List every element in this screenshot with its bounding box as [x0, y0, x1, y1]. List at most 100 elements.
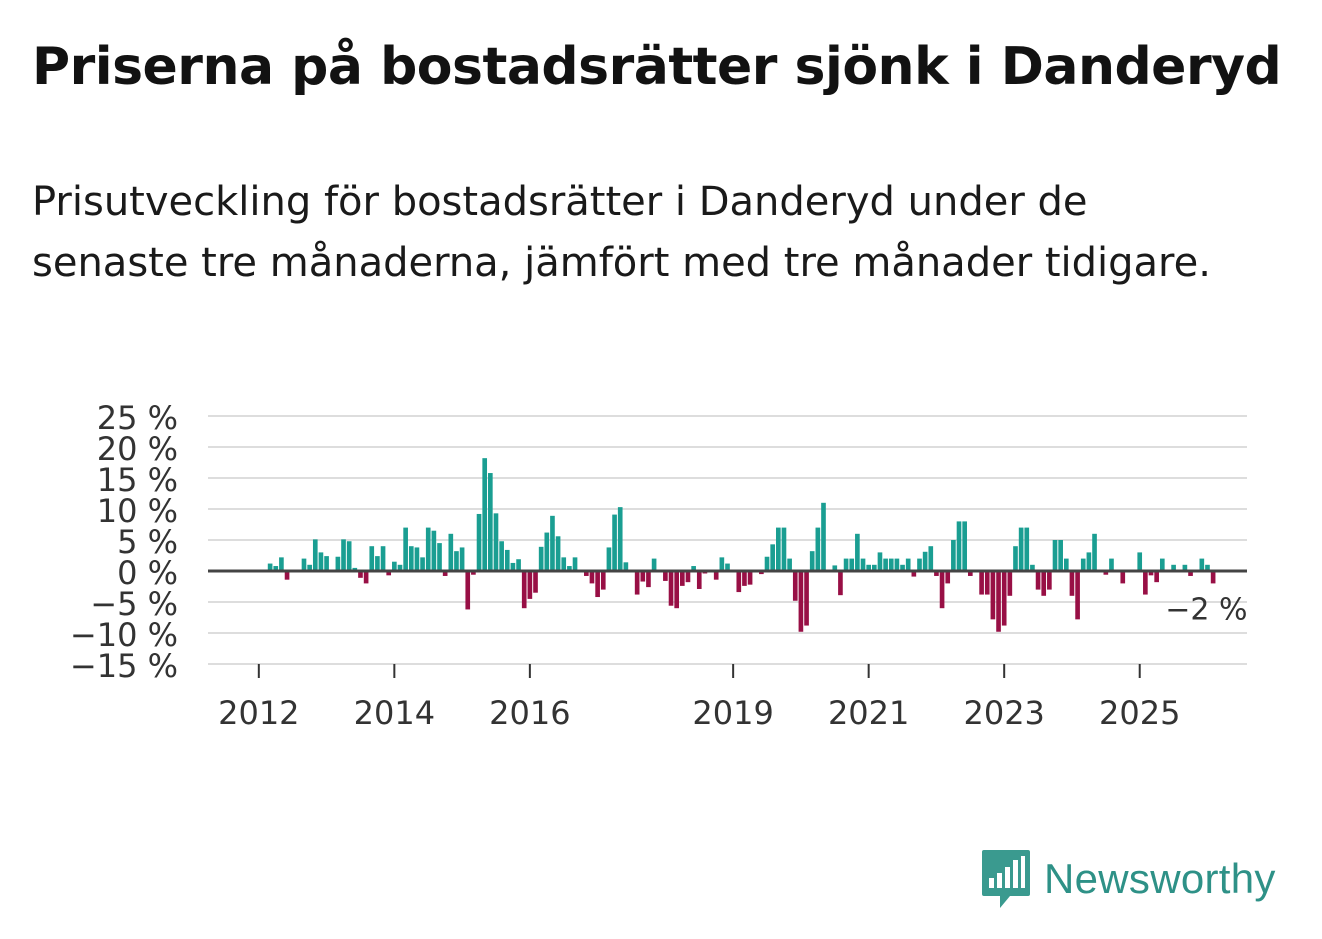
bar	[962, 521, 967, 571]
bar	[1199, 558, 1205, 571]
bar	[600, 571, 606, 590]
bar	[324, 556, 329, 571]
x-tick-label: 2014	[354, 694, 435, 732]
bar	[1154, 571, 1159, 583]
bar	[860, 558, 866, 571]
bar	[1182, 564, 1188, 571]
x-axis: 2012 2014 2016 2019 2021 2023 2025	[218, 664, 1180, 732]
bar	[612, 514, 617, 571]
bar	[866, 564, 871, 571]
x-tick-label: 2021	[828, 694, 909, 732]
bar	[279, 557, 284, 571]
bar	[301, 558, 307, 571]
bar	[951, 540, 956, 571]
bar	[510, 562, 516, 571]
bar	[696, 571, 702, 589]
grid-lines	[208, 415, 1247, 665]
bar	[922, 551, 928, 571]
y-tick-label: 25 %	[97, 399, 178, 437]
bar	[871, 564, 877, 571]
x-tick-label: 2012	[218, 694, 299, 732]
bar	[1035, 571, 1041, 590]
bar	[917, 558, 922, 571]
bar	[809, 551, 815, 571]
bar	[877, 552, 883, 571]
bar	[646, 571, 651, 588]
bar	[595, 571, 600, 598]
bar	[759, 571, 764, 575]
bar	[668, 571, 674, 606]
bar	[934, 571, 939, 576]
bar	[312, 539, 318, 571]
bar	[1103, 571, 1109, 575]
bar	[1137, 552, 1143, 571]
bar	[685, 571, 691, 583]
bar	[651, 558, 657, 571]
chart-title: Priserna på bostadsrätter sjönk i Dander…	[32, 37, 1282, 97]
bar	[1007, 571, 1013, 596]
bar	[584, 571, 589, 576]
bar	[521, 571, 527, 609]
bar	[1210, 571, 1216, 584]
bar	[798, 571, 804, 632]
bar	[1030, 564, 1035, 571]
bar	[493, 513, 499, 571]
bar	[380, 546, 386, 571]
bar	[392, 561, 397, 571]
y-tick-label: −10 %	[70, 616, 178, 654]
bar	[335, 556, 341, 571]
bar	[674, 571, 680, 609]
bar	[1058, 540, 1063, 571]
bar	[397, 564, 403, 571]
bar	[1063, 558, 1069, 571]
bar	[318, 552, 324, 571]
bar	[1086, 552, 1092, 571]
bar	[719, 557, 725, 571]
bar	[606, 547, 612, 571]
y-tick-label: 10 %	[97, 492, 178, 530]
bar	[459, 547, 465, 571]
x-tick-label: 2019	[692, 694, 773, 732]
chart-subtitle: Prisutveckling för bostadsrätter i Dande…	[32, 179, 1211, 286]
bar	[454, 551, 459, 571]
bar	[386, 571, 392, 576]
bar	[346, 541, 352, 571]
bar	[363, 571, 369, 584]
bar	[787, 558, 792, 571]
bar	[448, 533, 454, 571]
bar	[267, 563, 273, 571]
bar	[425, 527, 431, 571]
bar	[1018, 527, 1024, 571]
bar	[792, 571, 798, 601]
bar	[680, 571, 685, 586]
bar	[747, 571, 753, 585]
bar	[504, 549, 510, 571]
bar	[442, 571, 448, 576]
bar	[1069, 571, 1075, 596]
bar	[1024, 527, 1030, 571]
bar	[742, 571, 747, 586]
bar	[465, 571, 471, 610]
bar	[550, 515, 555, 571]
bar	[1143, 571, 1148, 595]
bar	[538, 546, 544, 571]
bar	[555, 536, 561, 571]
bar	[770, 544, 775, 571]
bar	[437, 543, 442, 571]
bar	[403, 527, 408, 571]
bar	[894, 558, 900, 571]
last-value-annotation: −2 %	[1165, 592, 1247, 627]
bar	[979, 571, 984, 595]
bar	[990, 571, 996, 620]
bar	[572, 557, 578, 571]
bar	[905, 558, 911, 571]
y-tick-label: −5 %	[90, 585, 178, 623]
bar	[567, 566, 572, 571]
bar	[804, 571, 809, 626]
bar	[431, 530, 437, 571]
bar	[1047, 571, 1052, 590]
bar	[1052, 540, 1058, 571]
bar	[1159, 558, 1165, 571]
y-axis-labels: 25 %20 %15 %10 %5 %0 %−5 %−10 %−15 %	[70, 399, 178, 685]
bar	[482, 458, 488, 571]
